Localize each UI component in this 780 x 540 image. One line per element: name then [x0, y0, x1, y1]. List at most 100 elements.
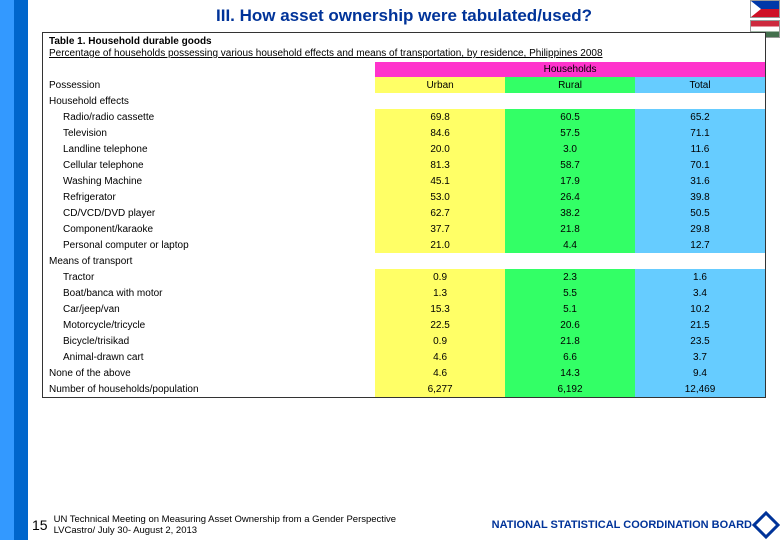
- slide-title: III. How asset ownership were tabulated/…: [32, 0, 776, 32]
- cell-total: 71.1: [635, 125, 765, 141]
- cell-rural: 5.5: [505, 285, 635, 301]
- row-label: Animal-drawn cart: [43, 349, 375, 365]
- row-label: Bicycle/trisikad: [43, 333, 375, 349]
- cell-total: 29.8: [635, 221, 765, 237]
- table-row: Landline telephone20.03.011.6: [43, 141, 765, 157]
- table-row: CD/VCD/DVD player62.738.250.5: [43, 205, 765, 221]
- cell-urban: 20.0: [375, 141, 505, 157]
- cell-rural: 4.4: [505, 237, 635, 253]
- cell-rural: 6,192: [505, 381, 635, 397]
- cell-total: 21.5: [635, 317, 765, 333]
- cell-urban: 22.5: [375, 317, 505, 333]
- cell-rural: 57.5: [505, 125, 635, 141]
- cell-total: 3.7: [635, 349, 765, 365]
- table-row: Television84.657.571.1: [43, 125, 765, 141]
- cell-urban: 84.6: [375, 125, 505, 141]
- left-accent-bar: [0, 0, 28, 540]
- cell-rural: 26.4: [505, 189, 635, 205]
- col-rural: Rural: [505, 77, 635, 93]
- cell-rural: 3.0: [505, 141, 635, 157]
- row-label: Number of households/population: [43, 381, 375, 397]
- footer-line1: UN Technical Meeting on Measuring Asset …: [54, 514, 492, 525]
- footer-line2: LVCastro/ July 30- August 2, 2013: [54, 525, 492, 536]
- row-label: Television: [43, 125, 375, 141]
- table-row: Refrigerator53.026.439.8: [43, 189, 765, 205]
- cell-total: 1.6: [635, 269, 765, 285]
- header-group-row: Households: [43, 62, 765, 77]
- table-row: Number of households/population6,2776,19…: [43, 381, 765, 397]
- cell-urban: 69.8: [375, 109, 505, 125]
- row-label: Personal computer or laptop: [43, 237, 375, 253]
- table-row: Motorcycle/tricycle22.520.621.5: [43, 317, 765, 333]
- row-label: Component/karaoke: [43, 221, 375, 237]
- row-label: Cellular telephone: [43, 157, 375, 173]
- col-urban: Urban: [375, 77, 505, 93]
- cell-total: 12,469: [635, 381, 765, 397]
- slide-footer: 15 UN Technical Meeting on Measuring Ass…: [32, 514, 776, 536]
- row-label: Landline telephone: [43, 141, 375, 157]
- cell-total: 50.5: [635, 205, 765, 221]
- cell-total: 23.5: [635, 333, 765, 349]
- cell-total: 10.2: [635, 301, 765, 317]
- cell-urban: 0.9: [375, 333, 505, 349]
- row-label: Motorcycle/tricycle: [43, 317, 375, 333]
- cell-total: 65.2: [635, 109, 765, 125]
- row-label: Refrigerator: [43, 189, 375, 205]
- table-row: Personal computer or laptop21.04.412.7: [43, 237, 765, 253]
- cell-rural: 60.5: [505, 109, 635, 125]
- row-label: Radio/radio cassette: [43, 109, 375, 125]
- table-row: Cellular telephone81.358.770.1: [43, 157, 765, 173]
- cell-urban: 62.7: [375, 205, 505, 221]
- cell-urban: 21.0: [375, 237, 505, 253]
- table-row: Tractor0.92.31.6: [43, 269, 765, 285]
- column-header-row: Possession Urban Rural Total: [43, 77, 765, 93]
- section-household-effects: Household effects: [43, 93, 765, 109]
- col-possession: Possession: [43, 77, 375, 93]
- cell-total: 11.6: [635, 141, 765, 157]
- table-row: Car/jeep/van15.35.110.2: [43, 301, 765, 317]
- row-label: Boat/banca with motor: [43, 285, 375, 301]
- table-row: Radio/radio cassette69.860.565.2: [43, 109, 765, 125]
- row-label: Washing Machine: [43, 173, 375, 189]
- table-container: Table 1. Household durable goods Percent…: [42, 32, 766, 398]
- footer-right: NATIONAL STATISTICAL COORDINATION BOARD: [492, 515, 776, 535]
- row-label: CD/VCD/DVD player: [43, 205, 375, 221]
- cell-rural: 58.7: [505, 157, 635, 173]
- cell-rural: 38.2: [505, 205, 635, 221]
- cell-total: 12.7: [635, 237, 765, 253]
- cell-rural: 14.3: [505, 365, 635, 381]
- cell-rural: 21.8: [505, 333, 635, 349]
- cell-total: 31.6: [635, 173, 765, 189]
- table-row: Bicycle/trisikad0.921.823.5: [43, 333, 765, 349]
- cell-total: 9.4: [635, 365, 765, 381]
- cell-rural: 21.8: [505, 221, 635, 237]
- cell-urban: 45.1: [375, 173, 505, 189]
- cell-rural: 6.6: [505, 349, 635, 365]
- section-means-transport: Means of transport: [43, 253, 765, 269]
- row-label: None of the above: [43, 365, 375, 381]
- table-title: Table 1. Household durable goods: [43, 33, 765, 48]
- data-table: Households Possession Urban Rural Total …: [43, 62, 765, 397]
- table-row: Animal-drawn cart4.66.63.7: [43, 349, 765, 365]
- row-label: Tractor: [43, 269, 375, 285]
- cell-total: 39.8: [635, 189, 765, 205]
- cell-urban: 4.6: [375, 365, 505, 381]
- page-number: 15: [32, 517, 48, 533]
- table-row: Boat/banca with motor1.35.53.4: [43, 285, 765, 301]
- nscb-logo-icon: [752, 511, 780, 539]
- cell-urban: 81.3: [375, 157, 505, 173]
- table-row: Component/karaoke37.721.829.8: [43, 221, 765, 237]
- cell-total: 70.1: [635, 157, 765, 173]
- cell-rural: 20.6: [505, 317, 635, 333]
- cell-rural: 5.1: [505, 301, 635, 317]
- cell-urban: 1.3: [375, 285, 505, 301]
- footer-left: UN Technical Meeting on Measuring Asset …: [54, 514, 492, 536]
- cell-rural: 17.9: [505, 173, 635, 189]
- cell-total: 3.4: [635, 285, 765, 301]
- cell-rural: 2.3: [505, 269, 635, 285]
- table-row: None of the above4.614.39.4: [43, 365, 765, 381]
- slide-main: III. How asset ownership were tabulated/…: [32, 0, 776, 536]
- cell-urban: 4.6: [375, 349, 505, 365]
- table-subtitle: Percentage of households possessing vari…: [43, 48, 765, 62]
- cell-urban: 15.3: [375, 301, 505, 317]
